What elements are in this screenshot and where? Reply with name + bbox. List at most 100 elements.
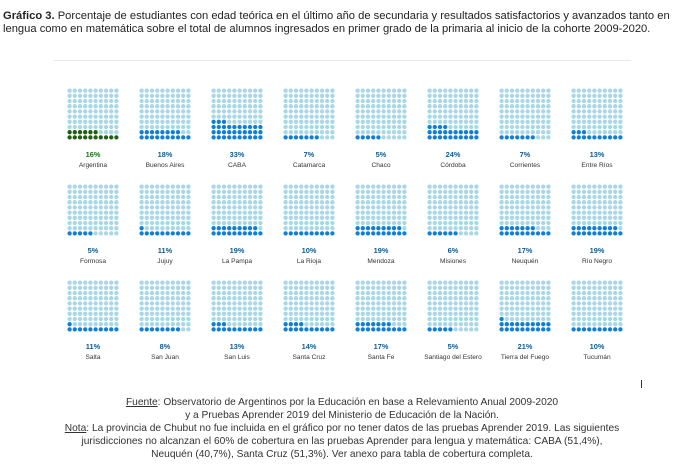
waffle-dot-empty bbox=[221, 93, 227, 98]
waffle-dot-empty bbox=[283, 290, 288, 296]
waffle-dot-empty bbox=[530, 215, 535, 220]
waffle-dot-empty bbox=[114, 189, 119, 194]
waffle-dot-empty bbox=[139, 280, 144, 285]
waffle-dot-empty bbox=[453, 311, 458, 316]
waffle-dot-empty bbox=[160, 104, 165, 109]
waffle-dot-empty bbox=[474, 285, 479, 290]
waffle-dot-empty bbox=[155, 311, 160, 316]
waffle-dot-filled bbox=[144, 231, 149, 236]
waffle-dot-empty bbox=[288, 109, 293, 114]
waffle-dot-empty bbox=[211, 189, 216, 194]
waffle-dot-empty bbox=[458, 306, 463, 311]
waffle-category-label: La Rioja bbox=[296, 258, 322, 265]
waffle-value-label: 33% bbox=[229, 150, 245, 159]
waffle-dot-empty bbox=[309, 306, 314, 311]
waffle-dot-empty bbox=[386, 200, 391, 205]
waffle-dot-empty bbox=[288, 290, 293, 296]
waffle-dot-empty bbox=[93, 280, 98, 285]
waffle-dot-empty bbox=[114, 231, 119, 236]
waffle-dot-empty bbox=[474, 327, 479, 332]
waffle-dot-empty bbox=[576, 124, 581, 130]
waffle-dot-empty bbox=[83, 210, 88, 215]
waffle-dot-empty bbox=[181, 296, 186, 301]
waffle-dot-empty bbox=[139, 215, 144, 220]
waffle-dot-empty bbox=[458, 205, 463, 210]
waffle-dot-filled bbox=[175, 231, 181, 236]
waffle-dot-empty bbox=[535, 135, 541, 140]
waffle-dot-empty bbox=[165, 88, 170, 93]
waffle-dot-filled bbox=[597, 327, 602, 332]
waffle-dot-empty bbox=[155, 114, 160, 119]
waffle-dot-empty bbox=[72, 285, 77, 290]
waffle-dot-empty bbox=[499, 184, 504, 189]
waffle-dot-empty bbox=[144, 285, 149, 290]
waffle-dot-empty bbox=[592, 109, 597, 114]
waffle-dot-empty bbox=[355, 220, 360, 226]
waffle-dot-empty bbox=[613, 200, 618, 205]
waffle-dot-empty bbox=[299, 200, 304, 205]
waffle-dot-empty bbox=[242, 184, 247, 189]
waffle-dot-empty bbox=[221, 220, 227, 226]
waffle-dot-filled bbox=[515, 327, 520, 332]
waffle-dot-empty bbox=[427, 205, 432, 210]
waffle-dot-filled bbox=[247, 135, 253, 140]
waffle-dot-empty bbox=[139, 114, 144, 119]
waffle-dot-empty bbox=[232, 184, 237, 189]
waffle-dot-empty bbox=[325, 322, 330, 327]
waffle-dot-empty bbox=[381, 215, 386, 220]
waffle-dot-filled bbox=[525, 226, 530, 231]
waffle-dot-empty bbox=[247, 119, 253, 124]
waffle-dot-empty bbox=[469, 220, 474, 226]
waffle-value-label: 14% bbox=[301, 342, 317, 351]
waffle-dot-empty bbox=[242, 322, 247, 327]
waffle-dot-empty bbox=[515, 311, 520, 316]
waffle-dot-empty bbox=[474, 301, 479, 306]
waffle-dot-empty bbox=[463, 114, 469, 119]
waffle-dot-empty bbox=[109, 215, 114, 220]
waffle-dot-empty bbox=[227, 205, 232, 210]
waffle-dot-empty bbox=[155, 215, 160, 220]
waffle-dot-empty bbox=[93, 290, 98, 296]
waffle-dot-empty bbox=[397, 285, 402, 290]
waffle-dot-empty bbox=[98, 88, 103, 93]
waffle-dot-empty bbox=[175, 93, 181, 98]
waffle-dot-empty bbox=[88, 210, 93, 215]
waffle-dot-empty bbox=[319, 114, 325, 119]
waffle-dot-empty bbox=[247, 109, 253, 114]
waffle-dot-empty bbox=[103, 189, 109, 194]
waffle-dot-empty bbox=[504, 215, 509, 220]
waffle-dot-empty bbox=[309, 210, 314, 215]
waffle-dot-empty bbox=[325, 88, 330, 93]
waffle-dot-filled bbox=[499, 231, 504, 236]
waffle-dot-empty bbox=[186, 109, 191, 114]
waffle-dot-filled bbox=[515, 135, 520, 140]
waffle-dot-empty bbox=[258, 322, 263, 327]
waffle-dot-empty bbox=[597, 301, 602, 306]
waffle-dot-empty bbox=[93, 189, 98, 194]
waffle-dot-empty bbox=[114, 205, 119, 210]
waffle-dot-empty bbox=[576, 93, 581, 98]
waffle-dot-empty bbox=[443, 215, 448, 220]
waffle-dot-empty bbox=[602, 215, 607, 220]
waffle-dot-empty bbox=[72, 200, 77, 205]
waffle-dot-empty bbox=[432, 316, 437, 322]
waffle-dot-empty bbox=[67, 119, 72, 124]
waffle-dot-empty bbox=[293, 184, 299, 189]
waffle-dot-empty bbox=[98, 311, 103, 316]
waffle-dot-empty bbox=[432, 114, 437, 119]
waffle-dot-empty bbox=[232, 205, 237, 210]
waffle-dot-empty bbox=[587, 200, 592, 205]
waffle-dot-empty bbox=[397, 88, 402, 93]
waffle-dot-empty bbox=[581, 220, 587, 226]
waffle-dot-empty bbox=[504, 205, 509, 210]
waffle-dot-empty bbox=[160, 200, 165, 205]
waffle-dot-empty bbox=[592, 285, 597, 290]
waffle-dot-filled bbox=[325, 231, 330, 236]
waffle-dot-empty bbox=[330, 285, 335, 290]
waffle-dot-empty bbox=[144, 114, 149, 119]
waffle-dot-empty bbox=[360, 194, 365, 200]
waffle-dot-empty bbox=[109, 210, 114, 215]
waffle-dot-empty bbox=[386, 205, 391, 210]
waffle-dot-empty bbox=[242, 285, 247, 290]
waffle-dot-empty bbox=[469, 215, 474, 220]
